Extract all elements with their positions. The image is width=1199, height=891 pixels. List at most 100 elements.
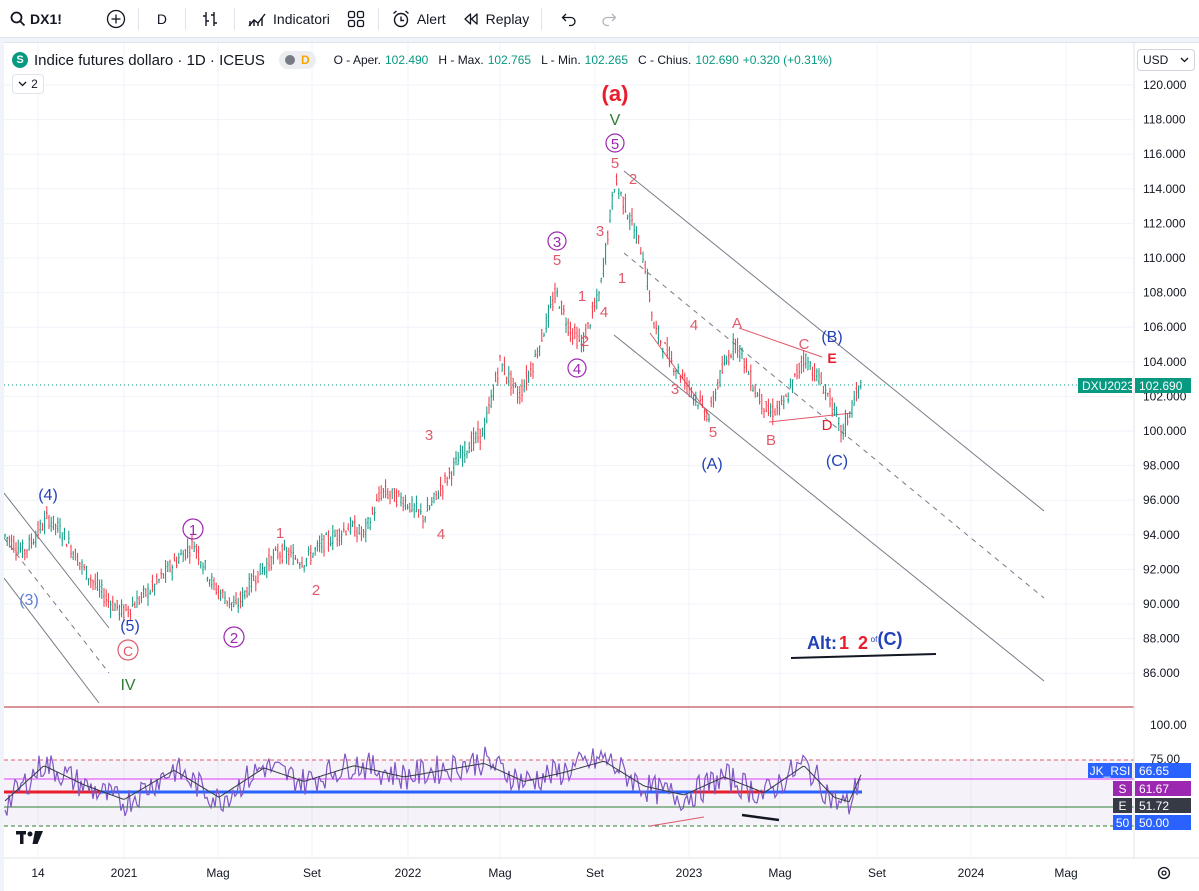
wave-label-c5: 5: [611, 136, 619, 153]
price-tick-label: 110.000: [1143, 251, 1186, 265]
wave-label-c2: 2: [230, 630, 238, 647]
symbol-label: DX1!: [30, 10, 62, 27]
time-tick-label: 2022: [395, 866, 422, 880]
replay-button[interactable]: Replay: [454, 0, 538, 38]
wave-circle-2: [223, 626, 245, 648]
channel-upper-line: [623, 170, 1045, 512]
chart-area[interactable]: (a) V 5 5 2 3 5 1 2 3 4 1 4 3 4 1 2 1 2 …: [4, 42, 1199, 891]
channel-left-lower: [4, 577, 100, 704]
price-tick-label: 104.000: [1143, 355, 1187, 369]
alert-label: Alert: [416, 10, 446, 27]
compare-symbol-button[interactable]: [98, 0, 134, 38]
currency-label: USD: [1143, 53, 1169, 67]
chart-type-button[interactable]: [190, 0, 230, 38]
delay-badge: D: [300, 53, 310, 67]
time-tick-label: Set: [303, 866, 322, 880]
time-tick-label: Mag: [1054, 866, 1077, 880]
triangle-pattern: [649, 327, 853, 423]
wave-label-b5: (5): [120, 618, 140, 635]
search-icon: [10, 11, 26, 26]
time-tick-label: 2023: [676, 866, 703, 880]
price-tick-label: 106.000: [1143, 320, 1187, 334]
tradingview-logo: [16, 831, 43, 844]
wave-label-1b: 1: [618, 270, 626, 287]
wave-label-5b: 5: [553, 252, 561, 269]
toolbar-divider: [137, 7, 139, 30]
price-tick-label: 118.000: [1143, 113, 1186, 127]
price-scale[interactable]: 120.000 118.000 116.000 114.000 112.000 110.0…: [1133, 43, 1187, 858]
wave-label-c4: 4: [573, 361, 581, 378]
time-tick-label: Mag: [488, 866, 511, 880]
wave-label-tC: C: [799, 336, 810, 353]
undo-icon: [561, 13, 576, 26]
open-label: O - Aper.: [333, 53, 381, 67]
low-label: L - Min.: [541, 53, 581, 67]
legend-collapse-button[interactable]: 2: [12, 74, 44, 94]
layout-templates-button[interactable]: [338, 0, 374, 38]
price-tick-label: 98.000: [1143, 459, 1180, 473]
time-gridlines: [37, 43, 1067, 858]
bar-chart-icon: [203, 11, 218, 26]
wave-label-IV: IV: [120, 677, 135, 694]
time-axis[interactable]: 14 2021 Mag Set 2022 Mag Set 2023 Mag Set 2024 Mag: [4, 857, 1199, 880]
time-tick-label: 14: [31, 866, 45, 880]
triangle-lower-line: [768, 412, 853, 423]
close-label: C - Chius.: [638, 53, 692, 67]
chevron-down-icon: [1180, 57, 1189, 63]
price-tick-label: 96.000: [1143, 493, 1180, 507]
toolbar-divider: [377, 7, 379, 30]
indicators-icon: [248, 13, 266, 26]
ohlc-values: O - Aper. 102.490 H - Max. 102.765 L - M…: [334, 53, 833, 67]
wave-label-bA: (A): [701, 456, 722, 473]
close-value: 102.690: [695, 53, 739, 67]
chart-title[interactable]: Indice futures dollaro · 1D · ICEUS: [34, 51, 265, 69]
wave-circle-C: [117, 639, 139, 661]
symbol-price-tag: DXU2023: [1078, 378, 1134, 393]
price-tick-label: 100.000: [1143, 424, 1187, 438]
grid-icon: [347, 10, 364, 27]
wave-label-4b: 4: [437, 526, 445, 543]
rsi-tag-value: 50.00: [1135, 815, 1191, 830]
currency-select[interactable]: USD: [1137, 49, 1195, 71]
undo-button[interactable]: [546, 0, 592, 38]
wave-label-5: 5: [611, 155, 619, 172]
alt-count-2: 2: [858, 633, 868, 653]
market-status-pill[interactable]: D: [278, 51, 316, 69]
rsi-tag-value: 61.67: [1135, 781, 1191, 796]
time-tick-label: Set: [868, 866, 887, 880]
alarm-clock-icon: [392, 9, 409, 27]
alt-count-prefix: Alt:: [807, 633, 837, 653]
high-value: 102.765: [487, 53, 532, 67]
rsi-tag-name: JK_RSI: [1088, 763, 1132, 778]
interval-button[interactable]: D: [156, 10, 168, 27]
alert-button[interactable]: Alert: [383, 0, 454, 38]
wave-label-1c: 1: [276, 525, 284, 542]
wave-label-bC: (C): [826, 453, 848, 470]
symbol-search-button[interactable]: DX1!: [0, 0, 70, 38]
alt-count-c: (C): [878, 629, 903, 649]
rsi-line: [4, 746, 862, 817]
price-tick-label: 108.000: [1143, 286, 1187, 300]
rsi-pane: [4, 746, 1134, 827]
trend-channel: [4, 170, 1045, 704]
time-tick-label: Set: [586, 866, 605, 880]
wave-label-a: (a): [602, 81, 629, 106]
price-tick-label: 90.000: [1143, 597, 1180, 611]
wave-label-b3: (3): [19, 592, 39, 609]
redo-button[interactable]: [592, 0, 626, 38]
rsi-tag-value: 66.65: [1135, 763, 1191, 778]
chart-canvas[interactable]: (a) V 5 5 2 3 5 1 2 3 4 1 4 3 4 1 2 1 2 …: [4, 43, 1199, 891]
wave-label-tD: D: [822, 417, 833, 434]
toolbar-divider: [185, 7, 187, 30]
plus-circle-icon: [106, 9, 126, 28]
price-tick-label: 114.000: [1143, 182, 1186, 196]
last-price-tag: 102.690: [1135, 378, 1191, 393]
scale-settings-button[interactable]: [1156, 865, 1172, 886]
change-value: +0.320 (+0.31%): [742, 53, 833, 67]
price-tick-label: 86.000: [1143, 666, 1180, 680]
rsi-tag-name: E: [1113, 798, 1132, 813]
indicators-button[interactable]: Indicatori: [239, 0, 338, 38]
channel-left-mid: [4, 537, 110, 674]
wave-label-3b: 3: [425, 427, 433, 444]
channel-lower-line: [613, 334, 1045, 682]
